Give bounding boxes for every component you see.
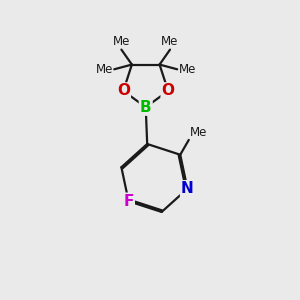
Text: B: B	[140, 100, 152, 115]
Text: N: N	[181, 181, 194, 196]
Text: O: O	[117, 83, 130, 98]
Text: F: F	[123, 194, 134, 209]
Text: Me: Me	[113, 35, 130, 48]
Text: Me: Me	[161, 35, 179, 48]
Text: O: O	[162, 83, 175, 98]
Text: Me: Me	[179, 63, 196, 76]
Text: Me: Me	[95, 63, 113, 76]
Text: Me: Me	[190, 126, 207, 139]
